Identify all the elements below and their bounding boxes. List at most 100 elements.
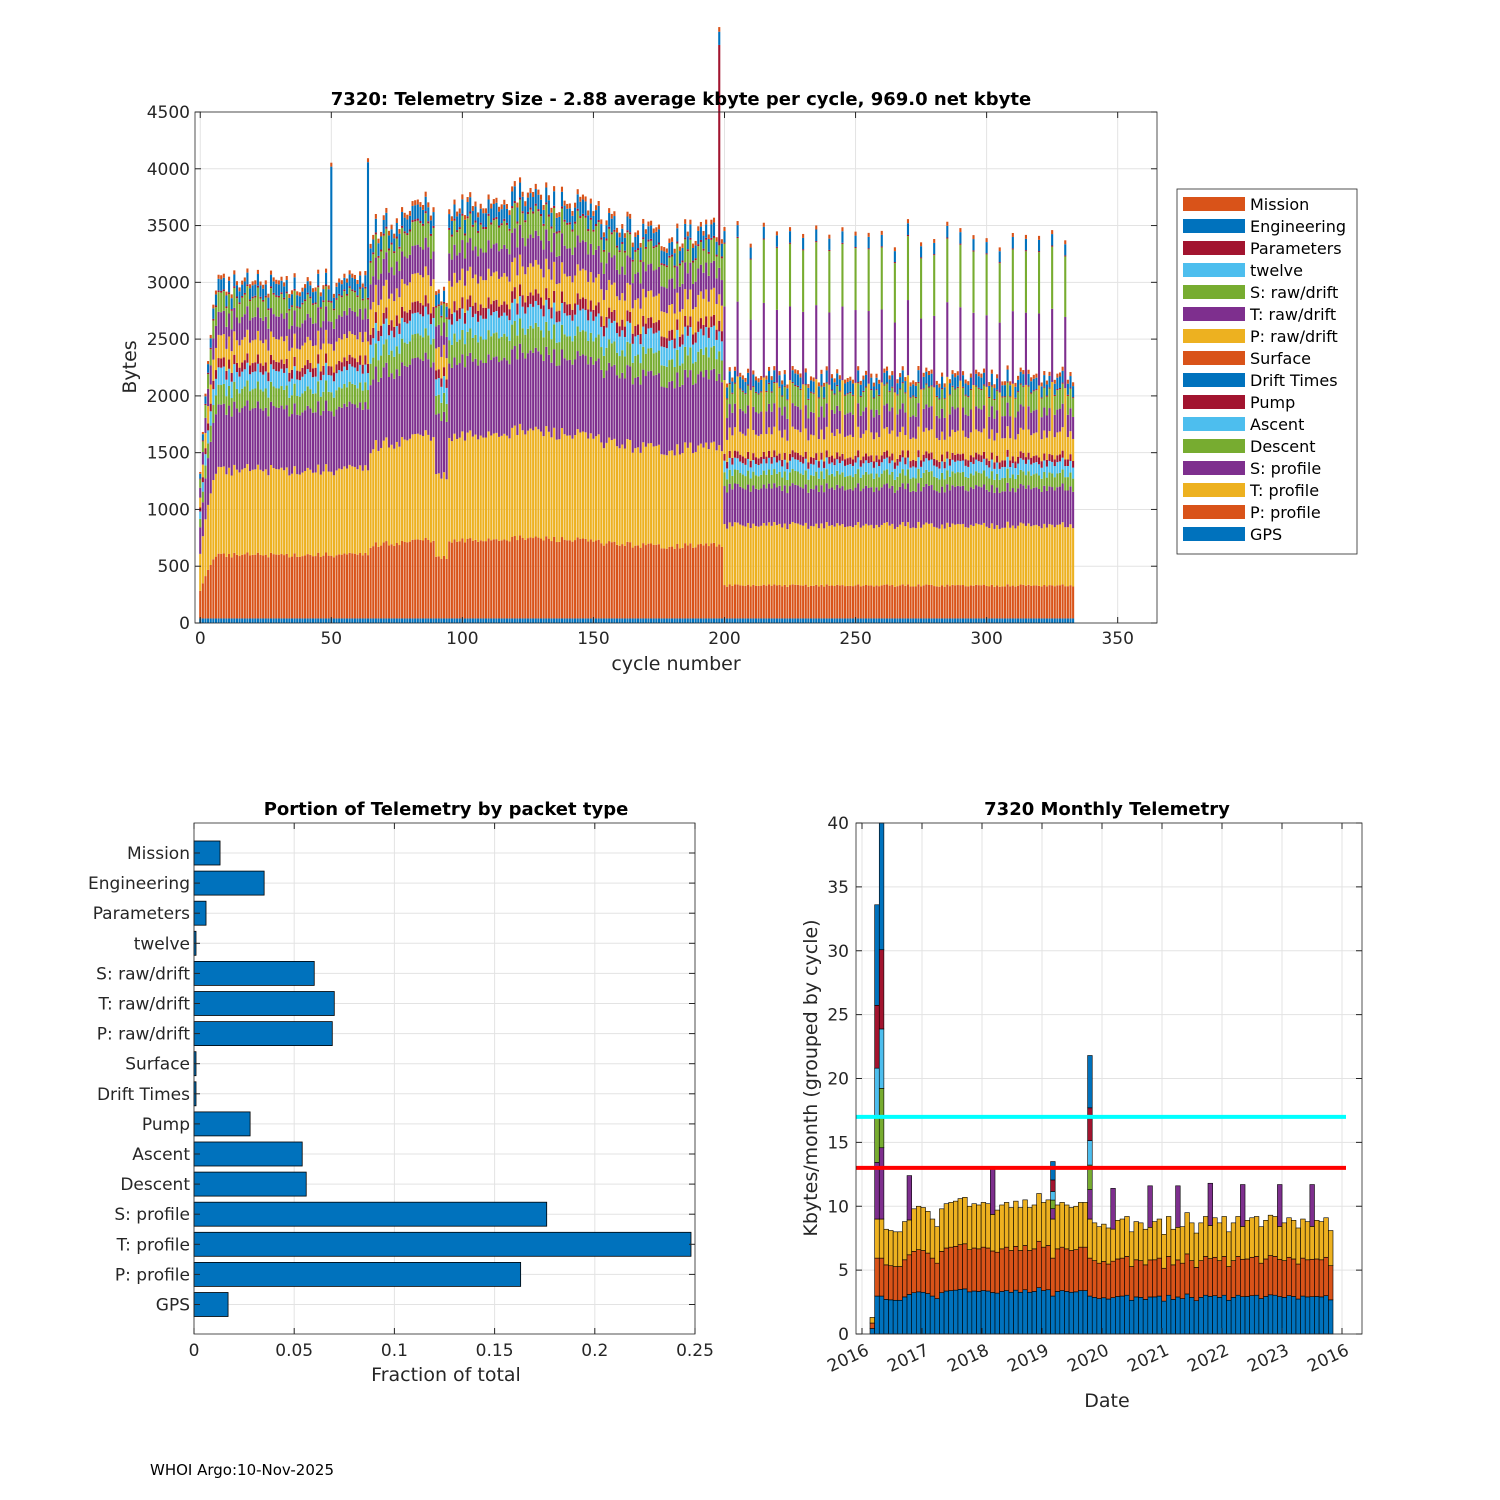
cycle-bar-segment [854,585,857,619]
cycle-bar-segment [744,585,747,619]
cycle-bar-segment [757,585,760,619]
cycle-bar-segment [393,337,396,357]
cycle-bar-segment [272,292,275,295]
cycle-bar-segment [964,394,967,396]
cycle-bar-stack [820,369,823,623]
cycle-bar-segment [998,462,1001,469]
cycle-bar-segment [1014,618,1017,623]
cycle-bar-segment [988,438,991,461]
cycle-bar-segment [851,586,854,619]
cycle-bar-segment [815,523,818,585]
legend-swatch [1183,241,1245,255]
cycle-bar-segment [597,358,600,435]
cycle-bar-segment [513,287,516,299]
cycle-bar-segment [804,484,807,523]
cycle-bar-segment [948,586,951,619]
cycle-bar-segment [676,266,679,293]
cycle-bar-segment [846,526,849,586]
cycle-bar-segment [904,457,907,465]
cycle-bar-segment [432,540,435,619]
cycle-bar-segment [555,256,558,285]
cycle-bar-stack [1027,369,1030,623]
cycle-bar-segment [901,450,904,458]
cycle-bar-segment [498,436,501,541]
cycle-bar-segment [471,250,474,279]
cycle-bar-segment [752,584,755,619]
cycle-bar-segment [283,618,286,623]
cycle-bar-segment [408,229,411,232]
cycle-bar-segment [466,242,469,271]
cycle-bar-stack [864,370,868,623]
cycle-bar-segment [532,352,535,431]
cycle-bar-segment [283,318,286,342]
cycle-bar-segment [642,262,645,289]
cycle-bar-segment [694,240,697,246]
cycle-bar-segment [1058,618,1062,623]
cycle-bar-segment [731,377,734,382]
cycle-bar-segment [1035,390,1038,410]
cycle-bar-segment [254,362,257,372]
cycle-bar-segment [450,234,453,237]
cycle-bar-segment [526,192,529,198]
cycle-bar-segment [663,387,666,455]
cycle-bar-segment [343,273,346,278]
top-x-tick-label: 50 [320,629,342,649]
cycle-bar-segment [956,386,959,388]
cycle-bar-segment [770,392,773,412]
cycle-bar-segment [576,264,579,294]
cycle-bar-segment [474,618,477,623]
cycle-bar-segment [419,359,422,435]
cycle-bar-stack [731,377,734,623]
cycle-bar-segment [770,456,773,464]
cycle-bar-segment [435,414,438,475]
cycle-bar-segment [946,238,949,303]
cycle-bar-segment [304,365,307,375]
cycle-bar-segment [768,403,771,428]
cycle-bar-segment [414,273,417,302]
cycle-bar-segment [262,471,265,556]
cycle-bar-segment [306,369,309,387]
cycle-bar-segment [566,360,569,436]
packet-fraction-bar [193,1111,251,1137]
cycle-bar-segment [922,473,925,487]
cycle-bar-segment [241,339,244,363]
cycle-bar-segment [348,287,351,308]
cycle-bar-segment [888,525,891,586]
cycle-bar-segment [933,242,936,255]
cycle-bar-segment [395,315,398,327]
cycle-bar-segment [854,462,857,474]
cycle-bar-stack [660,246,663,623]
cycle-bar-segment [555,311,558,323]
cycle-bar-segment [959,461,962,473]
cycle-bar-segment [419,539,422,619]
cycle-bar-segment [807,528,810,587]
cycle-bar-segment [340,388,343,408]
cycle-bar-segment [1035,389,1038,391]
cycle-bar-segment [904,618,907,623]
cycle-bar-segment [356,554,359,619]
left-x-tick-label: 0.15 [476,1341,514,1361]
cycle-bar-segment [233,307,236,332]
cycle-bar-segment [867,249,870,312]
cycle-bar-segment [479,618,482,623]
cycle-bar-segment [390,444,393,545]
cycle-bar-segment [846,585,849,619]
cycle-bar-segment [634,336,637,356]
cycle-bar-segment [975,485,978,524]
packet-fraction-bar [193,991,335,1016]
cycle-bar-segment [893,462,896,469]
cycle-bar-segment [665,618,668,623]
cycle-bar-segment [288,297,291,309]
cycle-bar-segment [786,469,789,480]
cycle-bar-segment [1061,618,1064,623]
cycle-bar-segment [222,291,225,311]
cycle-bar-stack [204,393,207,623]
cycle-bar-segment [608,279,611,308]
cycle-bar-segment [626,341,629,366]
cycle-bar-segment [340,407,343,470]
cycle-bar-stack [914,382,917,623]
cycle-bar-segment [406,258,409,286]
cycle-bar-segment [435,370,438,380]
cycle-bar-segment [681,262,684,284]
cycle-bar-segment [657,244,661,268]
